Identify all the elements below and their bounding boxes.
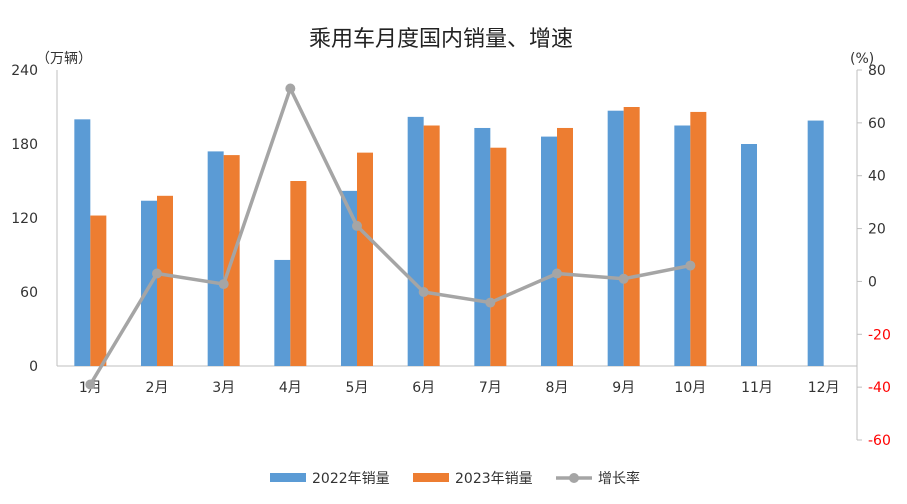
bar-2022	[274, 259, 291, 366]
bar-2022	[74, 119, 91, 366]
y-left-tick-label: 180	[11, 137, 38, 153]
growth-point	[418, 287, 429, 297]
growth-point	[618, 273, 629, 284]
y-right-tick-label: 60	[868, 116, 886, 132]
bar-2022	[341, 190, 357, 366]
legend: 2022年销量 2023年销量 增长率	[270, 470, 640, 487]
x-tick-label: 12月	[808, 380, 840, 396]
bar-2023	[290, 181, 307, 366]
legend-label: 2022年销量	[312, 471, 390, 487]
y-axis-left-label: （万辆）	[36, 51, 92, 67]
growth-point	[85, 379, 96, 390]
bar-2023	[490, 147, 507, 366]
x-tick-label: 5月	[346, 380, 369, 396]
growth-point	[685, 260, 696, 271]
growth-point	[485, 297, 496, 308]
x-tick-label: 11月	[741, 380, 773, 396]
bar-2022	[607, 110, 624, 366]
bar-2022	[674, 125, 691, 366]
growth-point	[285, 83, 296, 94]
chart-title: 乘用车月度国内销量、增速	[309, 27, 573, 52]
bar-2023	[623, 107, 640, 366]
x-tick-label: 2月	[146, 380, 169, 396]
y-left-tick-label: 240	[11, 63, 38, 79]
x-tick-label: 7月	[479, 380, 502, 396]
y-right-tick-label: -20	[868, 327, 891, 343]
legend-label: 2023年销量	[455, 471, 533, 487]
x-tick-label: 10月	[674, 380, 706, 396]
bar-2022	[474, 127, 491, 366]
bar-2022	[807, 120, 824, 366]
legend-label: 增长率	[598, 470, 640, 487]
y-axis-right-label: (%)	[850, 51, 874, 67]
y-right-tick-label: -40	[868, 380, 891, 396]
growth-point	[218, 279, 229, 290]
axes: 060120180240-60-40-200204060801月2月3月4月5月…	[11, 63, 891, 449]
growth-point	[352, 220, 362, 231]
y-left-tick-label: 120	[11, 211, 38, 227]
legend-marker	[569, 473, 579, 483]
bar-2023	[423, 125, 440, 366]
bar-2022	[141, 200, 157, 366]
legend-swatch	[413, 473, 449, 482]
y-right-tick-label: -60	[868, 433, 891, 449]
bar-2023	[690, 111, 707, 366]
bars	[74, 107, 824, 366]
x-tick-label: 4月	[279, 380, 302, 396]
bar-2023	[90, 215, 107, 366]
legend-swatch	[270, 473, 306, 482]
bar-2023	[357, 152, 373, 366]
growth-point	[152, 268, 162, 279]
y-right-tick-label: 40	[868, 169, 886, 185]
x-tick-label: 6月	[412, 380, 435, 396]
x-tick-label: 3月	[212, 380, 235, 396]
growth-point	[552, 268, 562, 279]
growth-line-path	[88, 86, 691, 386]
growth-line	[85, 83, 696, 390]
bar-2022	[407, 116, 424, 366]
y-right-tick-label: 0	[868, 274, 877, 290]
bar-2022	[541, 136, 557, 366]
y-right-tick-label: 80	[868, 63, 886, 79]
x-tick-label: 9月	[612, 380, 635, 396]
y-left-tick-label: 60	[20, 285, 38, 301]
x-tick-label: 8月	[546, 380, 569, 396]
bar-2023	[157, 195, 173, 366]
bar-2023	[557, 127, 573, 366]
y-right-tick-label: 20	[868, 222, 886, 238]
y-left-tick-label: 0	[29, 359, 38, 375]
bar-2022	[207, 151, 224, 366]
bar-2022	[741, 144, 757, 366]
